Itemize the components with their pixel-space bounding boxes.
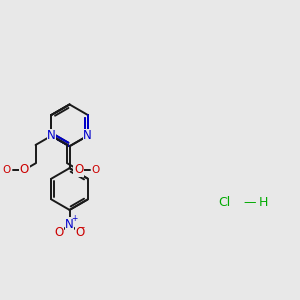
Text: O: O [55,226,64,239]
Text: O: O [92,165,100,175]
Text: N: N [65,218,74,231]
Text: −: − [77,222,85,231]
Text: O: O [20,163,29,176]
Text: O: O [3,165,11,175]
Text: O: O [74,163,83,176]
Text: N: N [47,129,56,142]
Text: H: H [259,196,268,209]
Text: N: N [83,129,92,142]
Text: —: — [243,196,256,209]
Text: Cl: Cl [219,196,231,209]
Text: N: N [47,129,56,142]
Text: +: + [71,214,77,224]
Text: O: O [75,226,84,239]
